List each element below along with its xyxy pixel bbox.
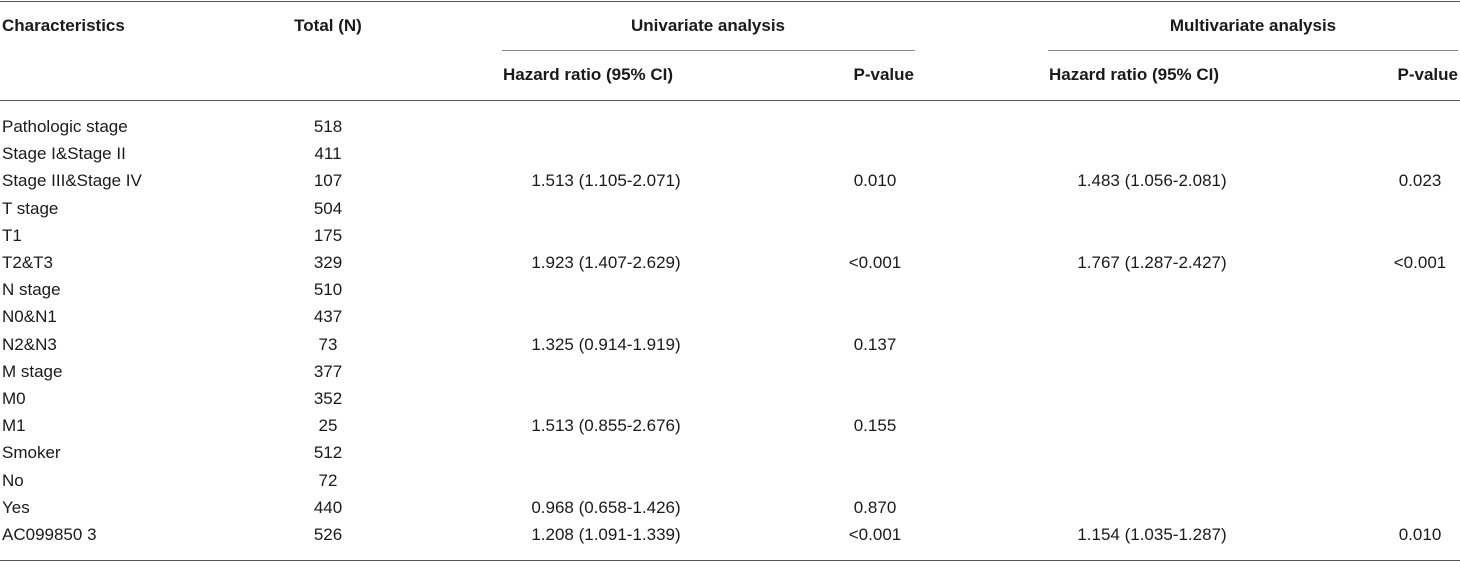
- hazard-ratio-cell: 1.325 (0.914-1.919): [531, 334, 681, 354]
- p-value-cell: 0.155: [853, 416, 897, 436]
- total-cell: 25: [318, 416, 338, 436]
- row-label: Pathologic stage: [2, 117, 128, 136]
- hazard-ratio-cell: 1.923 (1.407-2.629): [531, 253, 681, 272]
- column-header: P-value: [1397, 65, 1458, 84]
- p-value-cell: <0.001: [1393, 253, 1447, 272]
- header-rule: [0, 100, 1460, 101]
- row-label: T stage: [2, 198, 59, 218]
- column-header: Hazard ratio (95% CI): [503, 65, 674, 84]
- total-cell: 518: [313, 117, 343, 136]
- row-label: N0&N1: [2, 307, 57, 327]
- total-cell: 510: [313, 280, 343, 300]
- column-header: Characteristics: [2, 16, 125, 35]
- column-header: Total (N): [294, 16, 362, 35]
- total-cell: 329: [313, 253, 343, 272]
- bottom-rule: [0, 560, 1460, 561]
- hazard-ratio-cell: 1.513 (1.105-2.071): [531, 171, 681, 191]
- p-value-cell: 0.023: [1398, 171, 1442, 191]
- row-label: M1: [2, 416, 26, 436]
- row-label: T1: [2, 225, 22, 245]
- column-header: P-value: [853, 65, 914, 84]
- row-label: Stage III&Stage IV: [2, 171, 142, 191]
- row-label: Yes: [2, 497, 30, 517]
- group-rule: [1048, 50, 1458, 51]
- total-cell: 72: [318, 470, 338, 490]
- total-cell: 526: [313, 525, 343, 544]
- total-cell: 352: [313, 389, 343, 408]
- total-cell: 437: [313, 307, 343, 327]
- total-cell: 504: [313, 198, 343, 218]
- column-header: Hazard ratio (95% CI): [1049, 65, 1220, 84]
- total-cell: 73: [318, 334, 338, 354]
- p-value-cell: <0.001: [848, 525, 902, 544]
- row-label: M stage: [2, 361, 63, 381]
- total-cell: 440: [313, 497, 343, 517]
- row-label: Stage I&Stage II: [2, 144, 126, 164]
- group-header: Multivariate analysis: [1169, 16, 1337, 35]
- p-value-cell: <0.001: [848, 253, 902, 272]
- p-value-cell: 0.137: [853, 334, 897, 354]
- row-label: No: [2, 470, 24, 490]
- row-label: Smoker: [2, 443, 61, 463]
- row-label: N2&N3: [2, 334, 57, 354]
- p-value-cell: 0.870: [853, 497, 897, 517]
- hazard-ratio-cell: 1.767 (1.287-2.427): [1077, 253, 1227, 272]
- hazard-ratio-cell: 1.154 (1.035-1.287): [1077, 525, 1227, 544]
- row-label: N stage: [2, 280, 61, 300]
- hazard-ratio-cell: 0.968 (0.658-1.426): [531, 497, 681, 517]
- hazard-ratio-cell: 1.208 (1.091-1.339): [531, 525, 681, 544]
- total-cell: 411: [314, 144, 342, 164]
- group-header: Univariate analysis: [630, 16, 786, 35]
- group-rule: [502, 50, 915, 51]
- total-cell: 512: [313, 443, 343, 463]
- total-cell: 107: [313, 171, 343, 191]
- row-label: T2&T3: [2, 253, 54, 272]
- row-label: AC099850 3: [2, 525, 97, 544]
- p-value-cell: 0.010: [853, 171, 897, 191]
- total-cell: 377: [313, 361, 343, 381]
- row-label: M0: [2, 389, 26, 408]
- total-cell: 175: [313, 225, 343, 245]
- hazard-ratio-cell: 1.513 (0.855-2.676): [531, 416, 681, 436]
- top-rule: [0, 1, 1460, 2]
- hazard-ratio-cell: 1.483 (1.056-2.081): [1077, 171, 1227, 191]
- p-value-cell: 0.010: [1398, 525, 1442, 544]
